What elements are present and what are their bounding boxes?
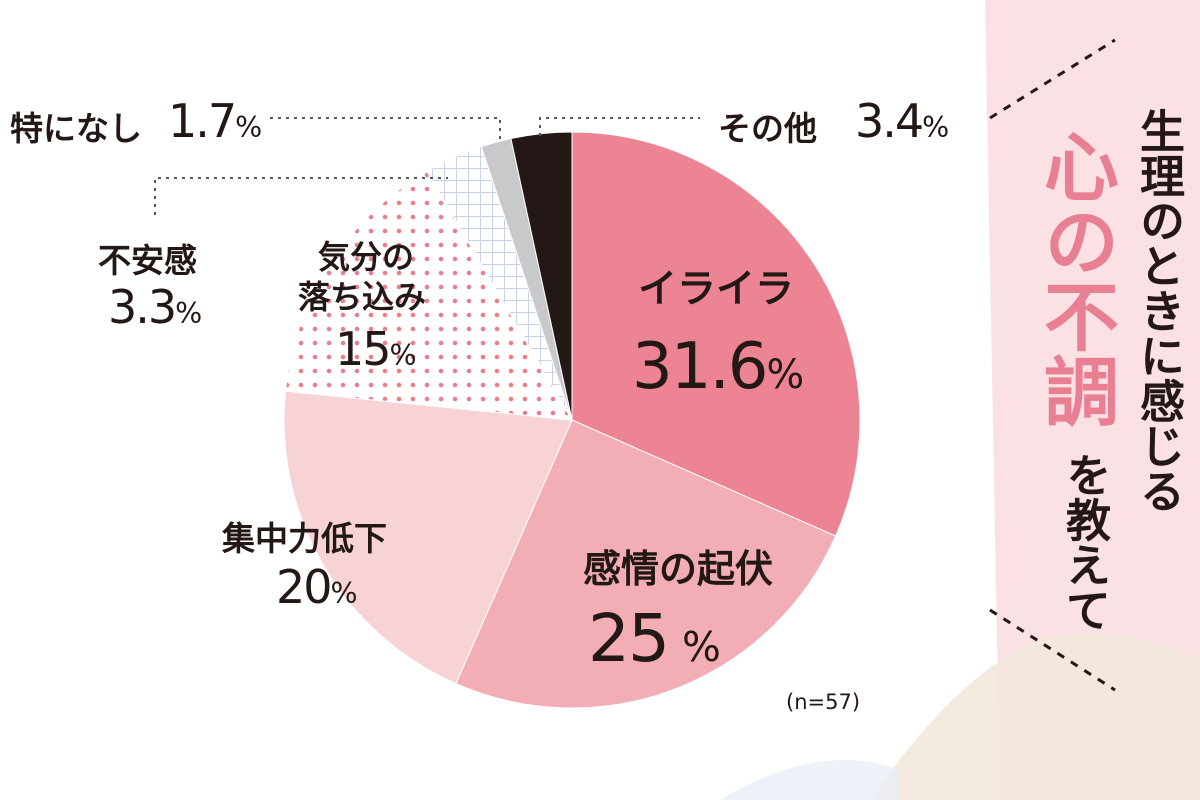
title-line-3: を教えて	[1058, 452, 1111, 632]
background-decoration	[720, 0, 1200, 800]
label-kibun-no-ochikomi-line1: 気分の	[318, 238, 415, 276]
title-highlight: 心の不調	[1031, 128, 1119, 428]
value-fuankan-unit: %	[175, 297, 203, 330]
label-kibun-no-ochikomi-line2: 落ち込み	[298, 278, 427, 316]
value-fuankan-number: 3.3	[108, 280, 177, 334]
title-line-1: 生理のときに感じる	[1132, 108, 1185, 513]
pie-slice-0	[571, 131, 861, 537]
leader-line-fuankan	[154, 177, 448, 215]
label-iraira: イライラ	[638, 267, 795, 312]
pie-slice-1	[455, 419, 837, 709]
label-sonota: その他	[718, 109, 817, 148]
value-iraira-number: 31.6	[632, 330, 768, 404]
leader-line-sonota	[539, 117, 700, 136]
value-sonota-unit: %	[922, 111, 950, 144]
value-kanjou-no-kifuku-unit: %	[681, 623, 721, 671]
pie-slice-2	[283, 390, 573, 685]
value-shuuchuuryoku-teika: 20%	[276, 560, 358, 614]
value-tokuninashi-unit: %	[235, 111, 263, 144]
label-fuankan: 不安感	[98, 241, 197, 280]
value-kanjou-no-kifuku: 25%	[588, 600, 721, 677]
value-tokuninashi: 1.7%	[168, 94, 262, 148]
value-kibun-no-ochikomi-unit: %	[389, 339, 417, 372]
label-tokuninashi: 特になし	[10, 109, 142, 148]
value-tokuninashi-number: 1.7	[168, 94, 237, 148]
label-kanjou-no-kifuku: 感情の起伏	[583, 547, 774, 591]
leader-lines	[154, 117, 700, 215]
pie-slice-6	[510, 131, 573, 421]
value-sonota-number: 3.4	[855, 94, 924, 148]
value-shuuchuuryoku-teika-unit: %	[330, 577, 358, 610]
value-iraira-unit: %	[766, 352, 805, 398]
value-sonota: 3.4%	[855, 94, 949, 148]
value-kanjou-no-kifuku-number: 25	[588, 600, 670, 677]
value-shuuchuuryoku-teika-number: 20	[276, 560, 333, 614]
label-shuuchuuryoku-teika: 集中力低下	[222, 519, 387, 558]
pie-slice-3	[284, 170, 573, 421]
value-kibun-no-ochikomi-number: 15	[335, 322, 392, 376]
value-fuankan: 3.3%	[108, 280, 202, 334]
sample-size-label: (n=57)	[786, 690, 861, 714]
pie-slices	[283, 131, 861, 709]
value-iraira: 31.6%	[632, 330, 804, 404]
leader-line-tokuninashi	[270, 117, 501, 140]
value-kibun-no-ochikomi: 15%	[335, 322, 417, 376]
